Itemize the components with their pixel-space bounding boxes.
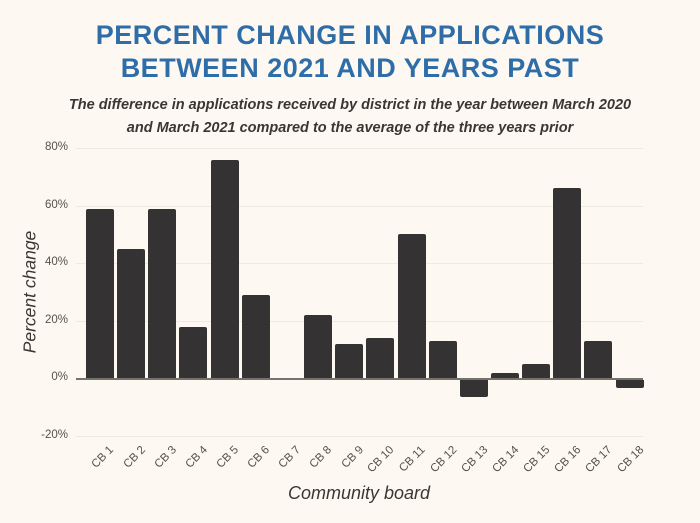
x-tick-label: CB 6 (245, 444, 273, 471)
x-tick-label: CB 4 (183, 444, 210, 471)
bar-cb-16 (553, 188, 582, 379)
bar-cb-8 (304, 315, 332, 379)
x-tick-label: CB 3 (152, 444, 179, 471)
x-tick-label: CB 9 (339, 444, 366, 471)
bar-cb-6 (241, 294, 270, 379)
x-tick-label: CB 15 (521, 444, 553, 476)
y-tick-label: -20% (41, 429, 68, 441)
x-tick-label: CB 12 (428, 444, 460, 476)
x-tick-label: CB 18 (614, 444, 646, 476)
gridline (76, 148, 643, 149)
bar-cb-12 (428, 341, 457, 379)
x-tick-label: CB 13 (459, 444, 491, 476)
chart-header: PERCENT CHANGE IN APPLICATIONS BETWEEN 2… (0, 19, 700, 140)
y-tick-label: 40% (44, 256, 68, 269)
subtitle-line-1: The difference in applications received … (68, 97, 632, 113)
x-tick-label: CB 8 (307, 444, 335, 471)
page-title-line-1: PERCENT CHANGE IN APPLICATIONS (95, 20, 605, 50)
bar-cb-4 (179, 326, 208, 379)
bar-cb-14 (490, 372, 519, 379)
plot-area (75, 148, 644, 437)
x-tick-label: CB 2 (121, 444, 148, 471)
gridline (76, 436, 643, 437)
bar-cb-15 (522, 364, 551, 379)
x-tick-label: CB 11 (397, 444, 428, 475)
x-tick-label: CB 10 (365, 444, 397, 476)
gridline (76, 205, 643, 207)
bar-cb-1 (86, 208, 114, 379)
x-tick-label: CB 14 (490, 444, 522, 476)
y-tick-label: 80% (44, 141, 68, 153)
bar-cb-2 (117, 248, 146, 379)
zero-axis-line (76, 378, 643, 380)
x-tick-label: CB 7 (276, 444, 304, 471)
bar-cb-17 (584, 341, 613, 379)
x-tick-label: CB 5 (214, 444, 242, 471)
bar-cb-18 (615, 379, 644, 389)
gridline (76, 320, 643, 322)
bar-cb-11 (397, 234, 426, 379)
x-tick-label: CB 17 (583, 444, 615, 476)
y-tick-label: 0% (51, 371, 68, 384)
y-axis-title: Percent change (19, 230, 40, 354)
x-tick-label: CB 1 (89, 444, 117, 471)
bar-cb-13 (459, 379, 488, 398)
chart-subtitle: The difference in applications received … (0, 94, 700, 140)
y-tick-label: 60% (44, 198, 68, 211)
y-tick-label: 20% (44, 313, 68, 326)
x-axis-title: Community board (287, 483, 431, 503)
page-title-line-2: BETWEEN 2021 AND YEARS PAST (120, 53, 580, 83)
bar-cb-5 (210, 159, 239, 379)
bar-cb-10 (366, 338, 395, 379)
x-tick-label: CB 16 (552, 444, 584, 476)
subtitle-line-2: and March 2021 compared to the average o… (126, 120, 574, 136)
bar-cb-3 (148, 208, 177, 379)
gridline (76, 263, 643, 265)
bar-cb-9 (335, 343, 364, 379)
